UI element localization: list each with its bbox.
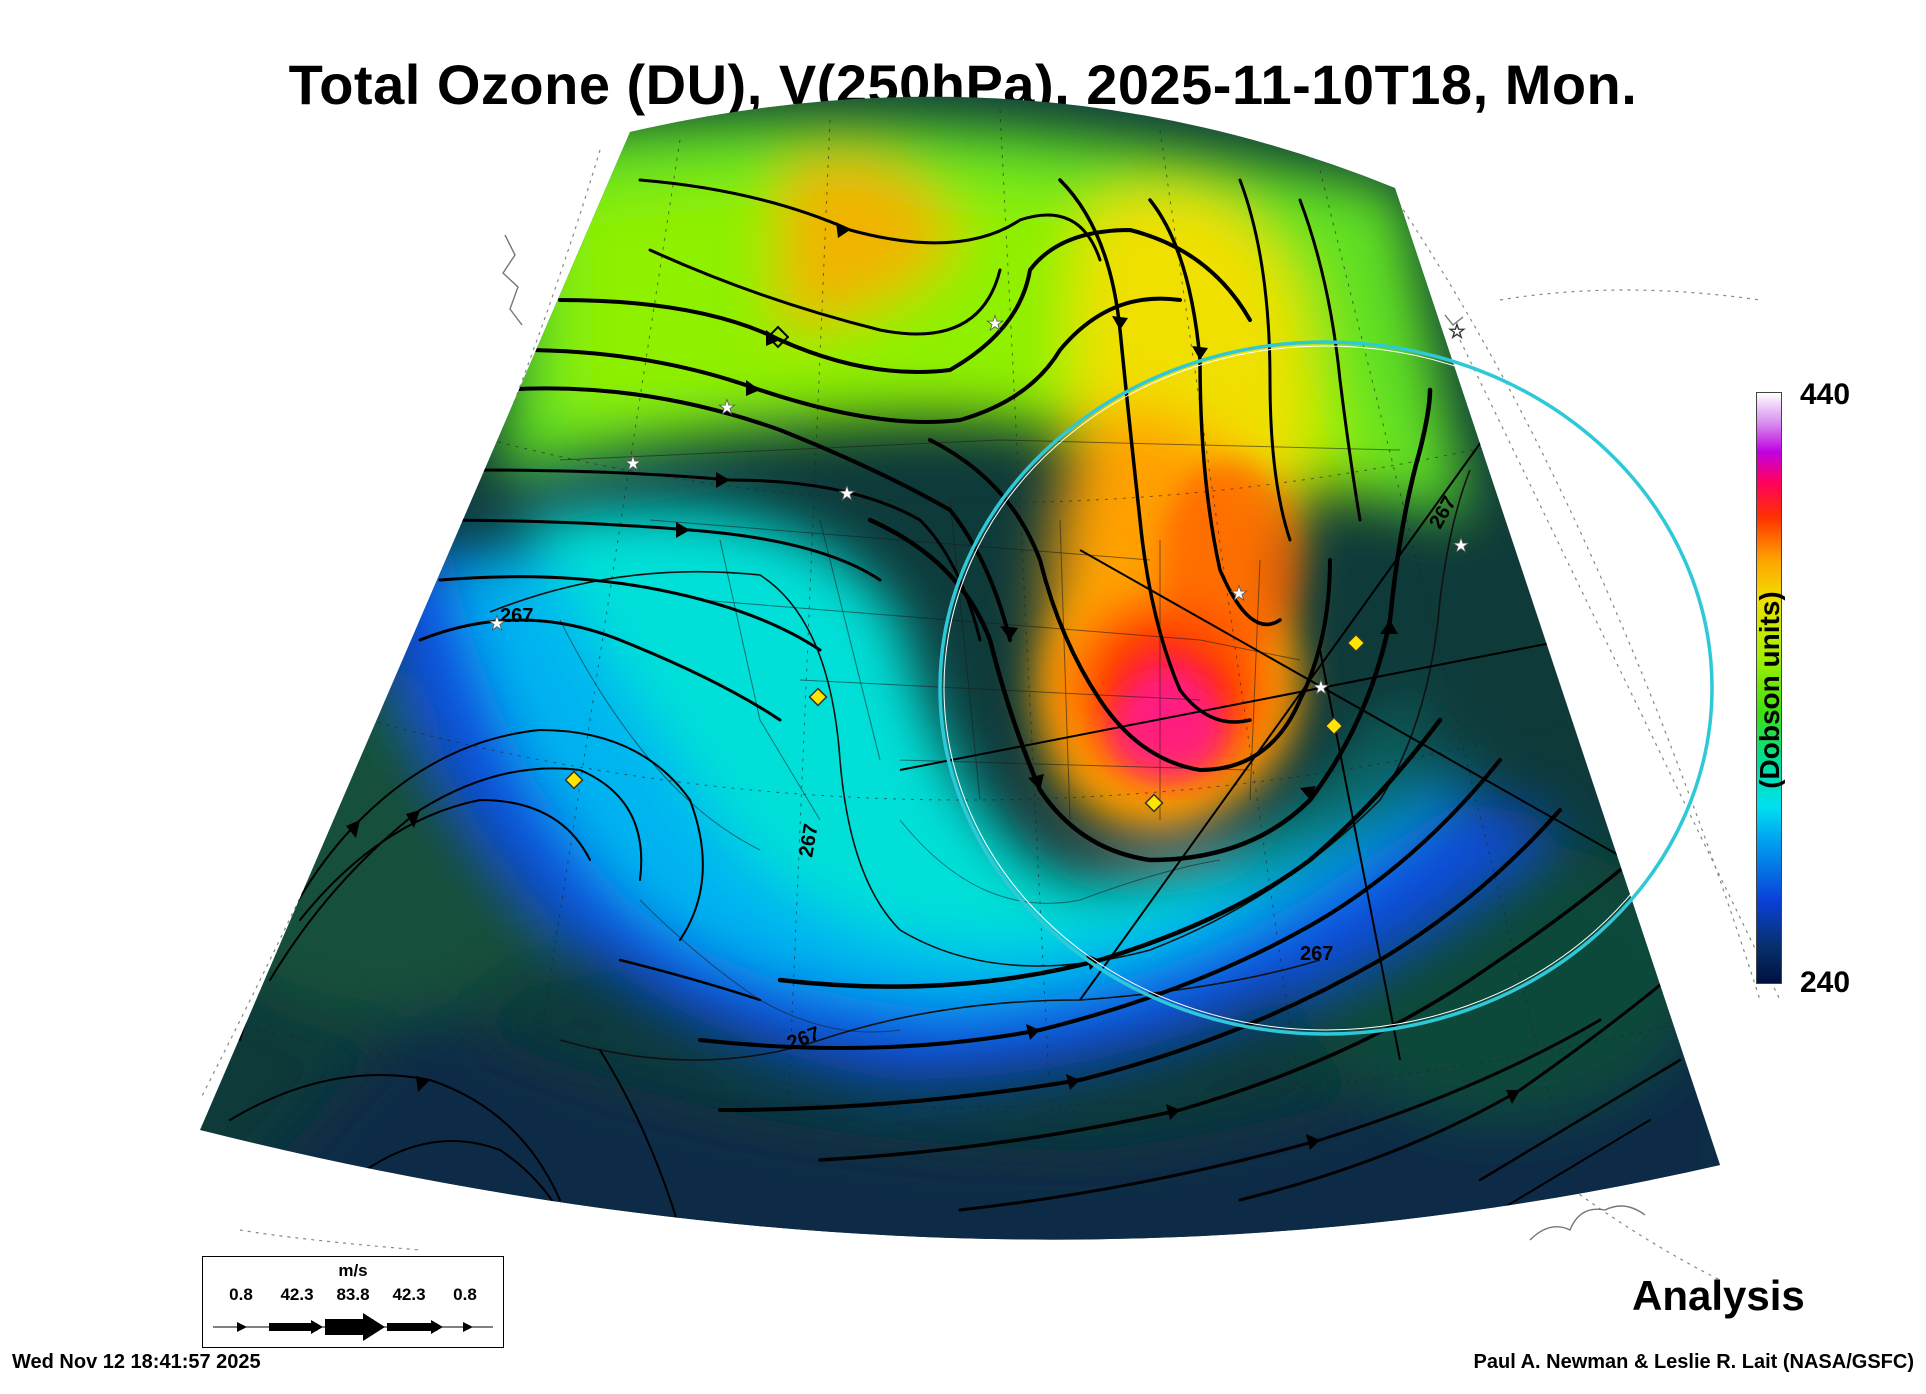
station-marker <box>808 687 828 707</box>
wind-key-speed: 42.3 <box>280 1285 314 1304</box>
station-diamonds <box>564 325 1366 813</box>
inner-graticule <box>219 109 1720 1240</box>
political-borders <box>559 439 1401 1033</box>
streamline-arrowheads <box>346 222 1520 1150</box>
contour-267 <box>489 469 1471 1061</box>
star-icon: ★ <box>986 311 1004 335</box>
product-label: Analysis <box>1632 1272 1805 1319</box>
star-icon: ★ <box>838 481 856 505</box>
wind-key-unit: m/s <box>338 1261 368 1280</box>
vortex-edge-ring-inner <box>943 345 1709 1031</box>
star-icon: ★ <box>488 611 506 635</box>
wind-key-speed: 0.8 <box>453 1285 477 1304</box>
wind-speed-key: m/s 0.8 42.3 83.8 42.3 0.8 <box>202 1256 504 1348</box>
wind-key-speed: 42.3 <box>392 1285 426 1304</box>
colorbar-gradient <box>1756 392 1782 984</box>
contour-label: 267 <box>500 605 533 627</box>
wind-key-speed: 83.8 <box>336 1285 370 1304</box>
colorbar-max-label: 440 <box>1800 378 1851 411</box>
station-marker <box>1346 633 1366 653</box>
station-marker <box>564 770 584 790</box>
star-icon: ★ <box>1312 675 1330 699</box>
colorbar <box>1756 392 1784 984</box>
ozone-field <box>200 96 1720 1240</box>
colorbar-units-label: (Dobson units) <box>1754 591 1785 789</box>
station-marker <box>1144 793 1164 813</box>
station-marker-open <box>766 325 790 349</box>
star-icon: ★ <box>718 395 736 419</box>
wind-key-arrows <box>213 1313 493 1341</box>
star-icon: ★ <box>1230 581 1248 605</box>
generation-timestamp: Wed Nov 12 18:41:57 2025 <box>12 1351 261 1373</box>
wind-key-speed: 0.8 <box>229 1285 253 1304</box>
station-marker <box>1324 716 1344 736</box>
station-stars: ★ ★ ★ ★ ★ ★ ★ ★ ☆ <box>488 311 1471 700</box>
contour-label: 267 <box>1300 943 1333 965</box>
colorbar-min-label: 240 <box>1800 966 1851 999</box>
vortex-edge-ring <box>938 340 1714 1036</box>
star-icon: ★ <box>624 451 642 475</box>
credit-line: Paul A. Newman & Leslie R. Lait (NASA/GS… <box>1473 1351 1914 1373</box>
star-icon: ☆ <box>1448 319 1466 343</box>
star-icon: ★ <box>1452 533 1470 557</box>
